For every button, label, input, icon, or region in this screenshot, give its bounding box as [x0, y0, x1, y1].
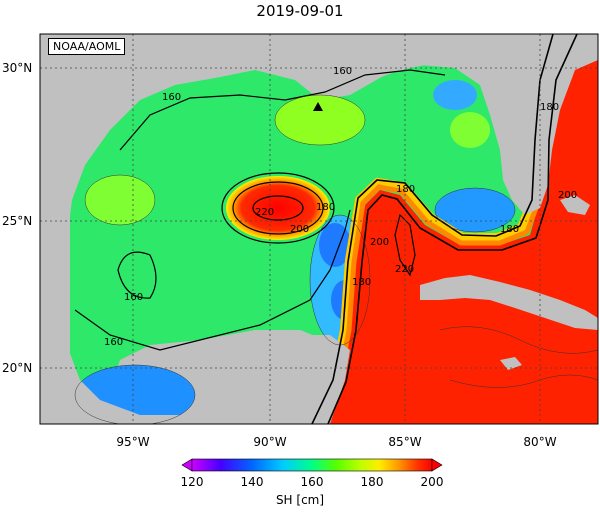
contour-200-loop [327, 34, 578, 424]
map-frame [39, 33, 599, 425]
lat-tick-label: 25°N [2, 214, 32, 228]
contour-label: 180 [396, 184, 415, 195]
lat-tick-label: 30°N [2, 61, 32, 75]
colorbar: 120 140 160 180 200 [181, 458, 444, 489]
patch-north [275, 95, 365, 145]
warm-eddy [226, 176, 330, 240]
contour-label: 160 [162, 92, 181, 103]
contour-label-group: 160 160 160 160 180 180 180 180 200 200 … [104, 66, 577, 348]
patch-west [85, 175, 155, 225]
source-badge: NOAA/AOML [48, 38, 126, 55]
mexico-south-land [40, 34, 262, 424]
contour-lines [74, 34, 578, 424]
us-north-land [40, 34, 505, 200]
colorbar-min-arrow-icon [181, 458, 193, 472]
yucatan-land [260, 335, 350, 424]
contour-220-loop [394, 213, 416, 277]
contour-label: 220 [395, 264, 414, 275]
bahamas-land [560, 195, 590, 215]
map-body [40, 34, 598, 424]
colorbar-tick: 120 [181, 475, 204, 489]
lat-axis: 30°N 25°N 20°N [2, 61, 32, 375]
contour-200-eddy [232, 181, 324, 235]
small-island-land [500, 357, 522, 370]
contour-label: 160 [104, 337, 123, 348]
colorbar-tick: 140 [241, 475, 264, 489]
lon-tick-label: 85°W [388, 435, 421, 449]
graticule [40, 34, 598, 424]
lon-tick-label: 90°W [253, 435, 286, 449]
colorbar-label: SH [cm] [275, 493, 325, 507]
contour-220-eddy [252, 195, 304, 221]
contour-label: 160 [124, 292, 143, 303]
contour-label: 200 [370, 237, 389, 248]
colorbar-tick: 180 [361, 475, 384, 489]
florida-land [470, 34, 598, 215]
colorbar-ramp [191, 458, 433, 472]
colorbar-tick: 160 [301, 475, 324, 489]
station-triangle-icon [313, 102, 323, 111]
contour-label: 200 [290, 224, 309, 235]
lon-tick-label: 80°W [523, 435, 556, 449]
patch-east [450, 112, 490, 148]
colorbar-max-arrow-icon [431, 458, 443, 472]
contour-label: 180 [540, 102, 559, 113]
lon-tick-label: 95°W [116, 435, 149, 449]
colorbar-tick: 200 [421, 475, 444, 489]
contour-160-west [74, 209, 351, 351]
lat-tick-label: 20°N [2, 361, 32, 375]
contour-160-loop [117, 251, 157, 299]
contour-label: 180 [316, 202, 335, 213]
contour-label: 160 [333, 66, 352, 77]
contour-180-loop [311, 34, 554, 424]
contour-label: 180 [500, 224, 519, 235]
cuba-land [420, 275, 598, 330]
contour-160-north [119, 69, 446, 151]
cool-northeast [433, 80, 477, 110]
contour-180-eddy [221, 172, 335, 244]
loop-current-warm [320, 34, 598, 424]
contour-label: 200 [558, 190, 577, 201]
contour-label: 220 [255, 207, 274, 218]
lon-axis: 95°W 90°W 85°W 80°W [116, 435, 556, 449]
map-title: 2019-09-01 [256, 2, 344, 20]
contour-label: 180 [352, 277, 371, 288]
